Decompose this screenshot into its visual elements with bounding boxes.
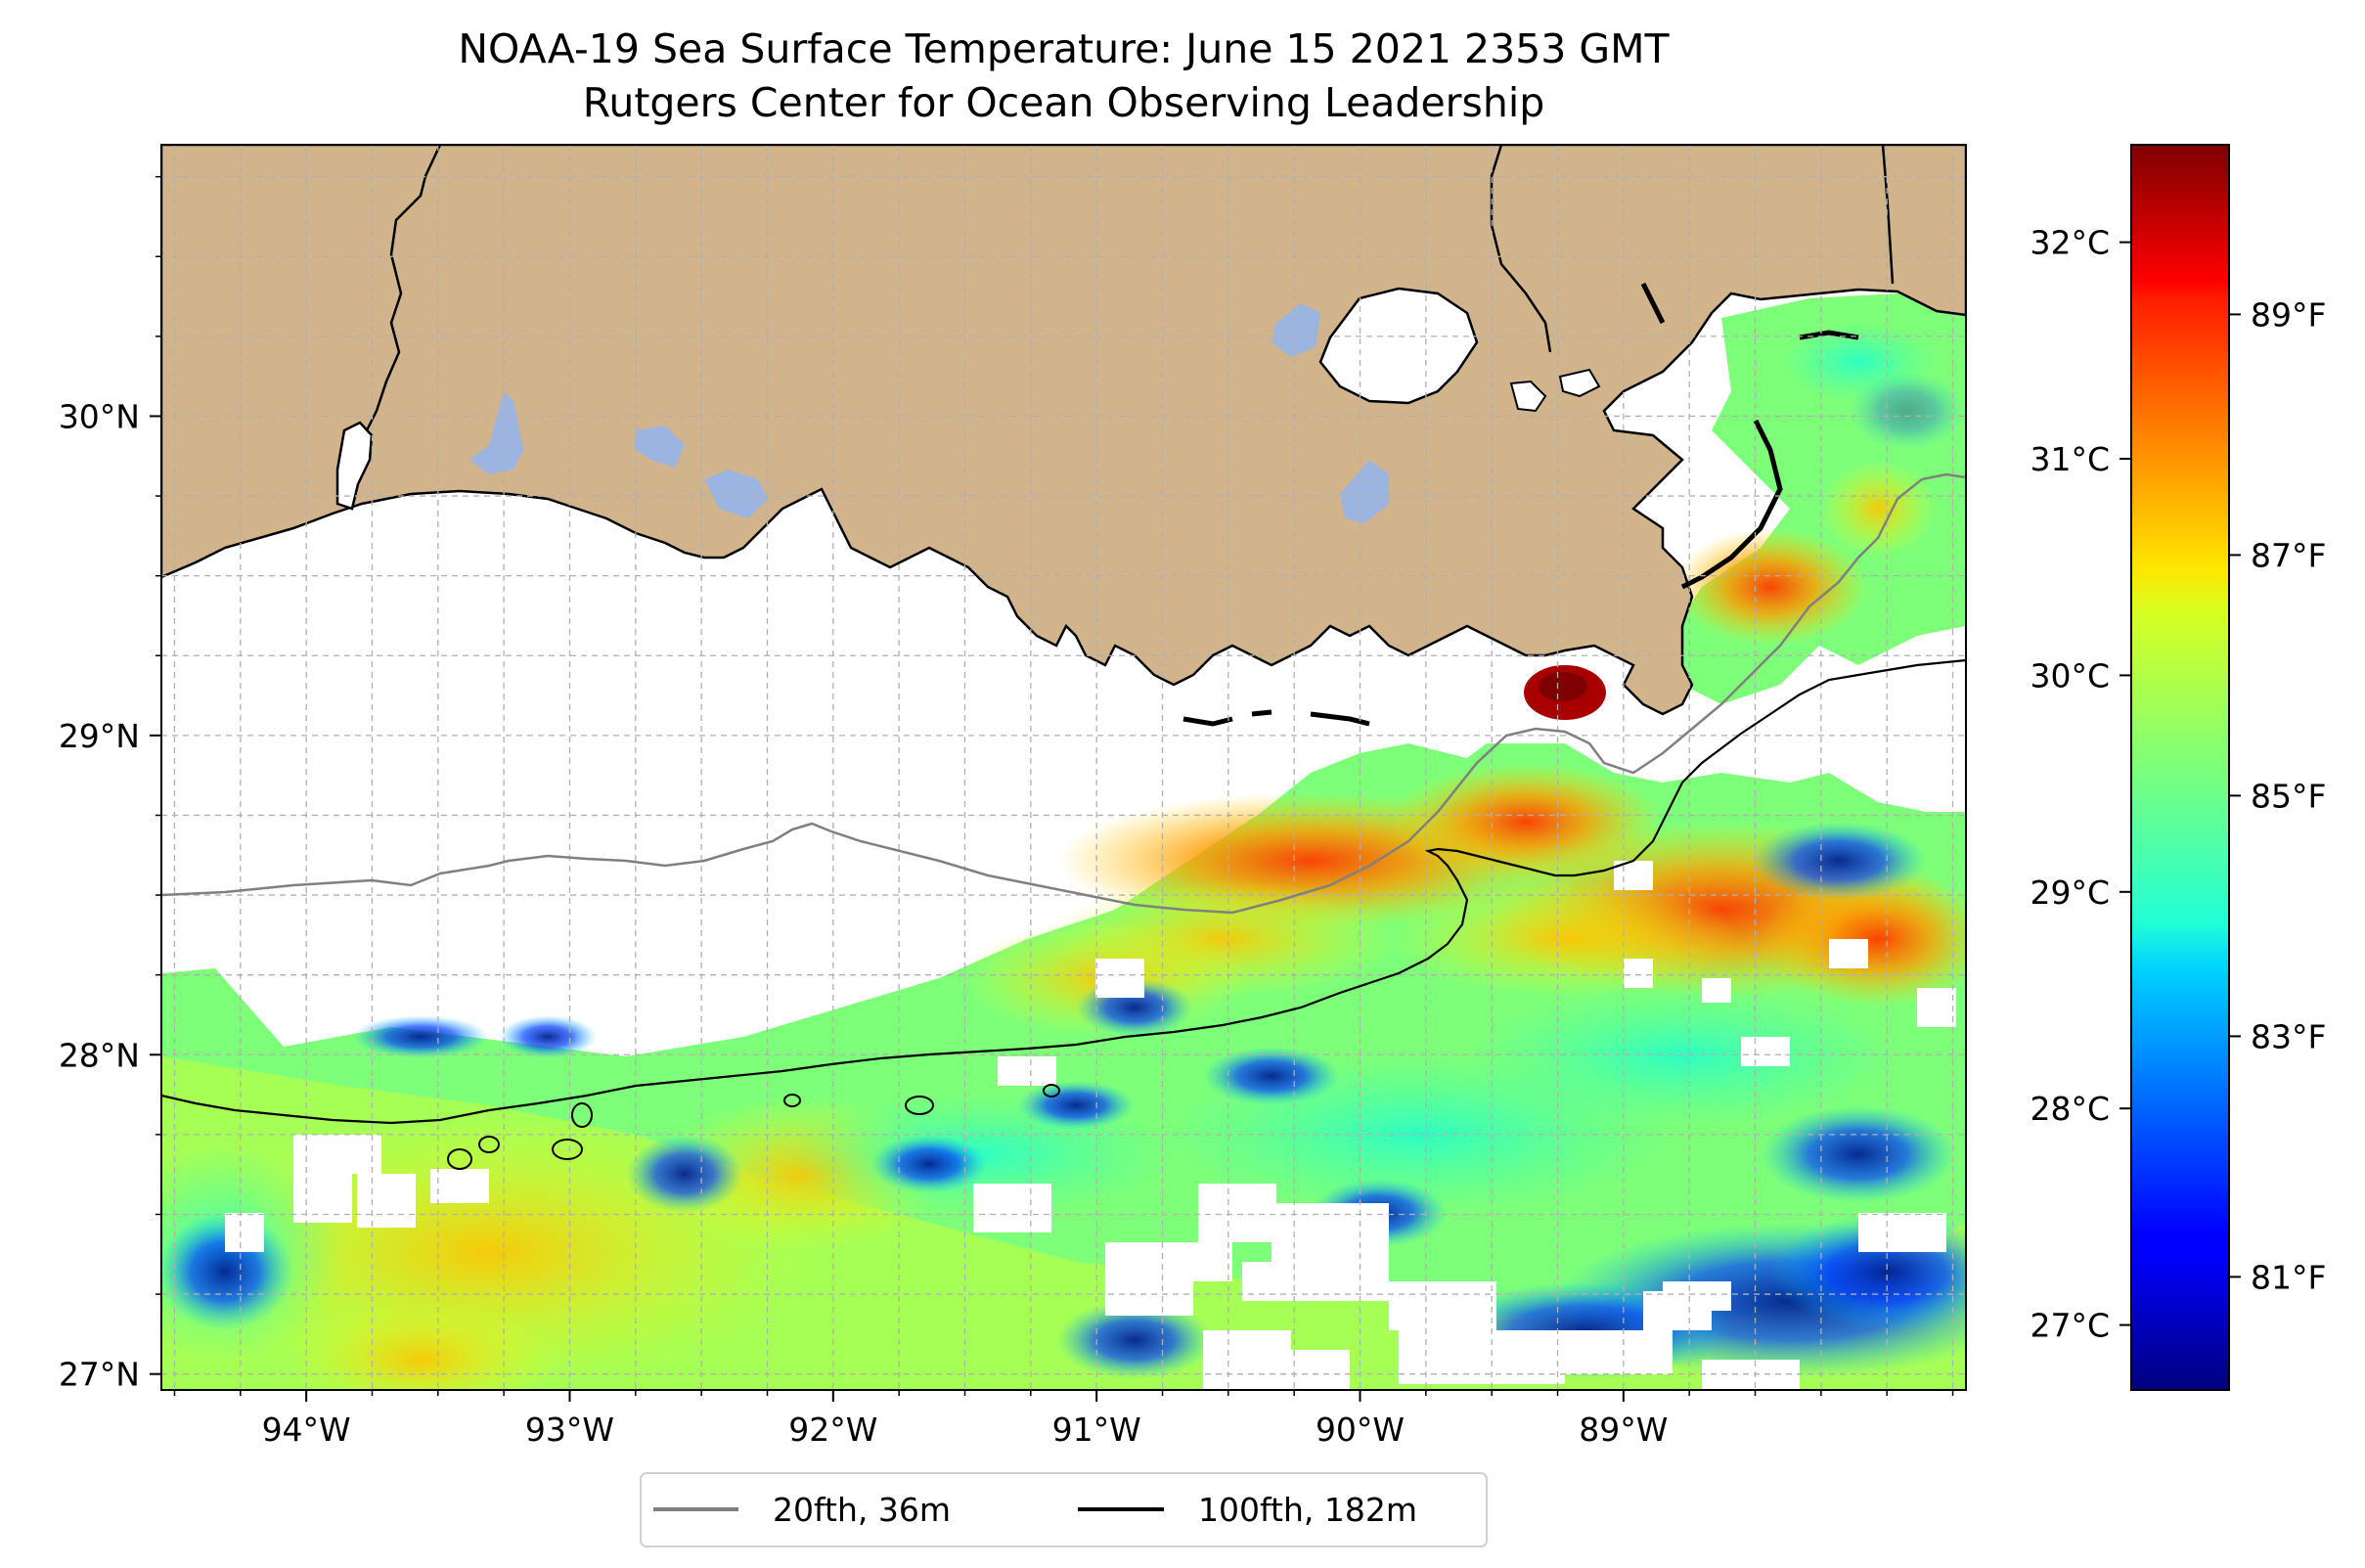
legend-box bbox=[640, 1472, 1488, 1547]
lat-tick-label: 30°N bbox=[59, 397, 140, 435]
legend-label-20fth: 20fth, 36m bbox=[773, 1491, 951, 1529]
legend: 20fth, 36m 100fth, 182m bbox=[640, 1472, 1488, 1547]
graticule bbox=[161, 145, 1966, 1390]
isobath-20fth-line bbox=[161, 472, 1966, 915]
fahrenheit-tick-label: 85°F bbox=[2251, 777, 2326, 815]
map-title: NOAA-19 Sea Surface Temperature: June 15… bbox=[458, 25, 1670, 72]
sabine-lake bbox=[335, 421, 374, 511]
celsius-tick-label: 29°C bbox=[2030, 874, 2110, 912]
colorbar-frame bbox=[2130, 144, 2230, 1391]
sst-field bbox=[161, 743, 1966, 1390]
isobath-100-banks bbox=[447, 1084, 1060, 1170]
lon-tick-label: 90°W bbox=[1316, 1411, 1405, 1449]
fahrenheit-tick-label: 87°F bbox=[2251, 536, 2326, 574]
celsius-tick-label: 28°C bbox=[2030, 1090, 2110, 1128]
fahrenheit-tick-label: 81°F bbox=[2251, 1258, 2326, 1296]
colorbar: 27°C 28°C 29°C 30°C 31°C 32°C 81°F 83°F 85°F 87°… bbox=[2030, 144, 2326, 1391]
lon-tick-label: 93°W bbox=[525, 1411, 614, 1449]
lon-tick-label: 94°W bbox=[262, 1411, 351, 1449]
longitude-axis: 94°W 93°W 92°W 91°W 90°W 89°W bbox=[173, 1390, 1954, 1449]
colorbar-celsius-ticks: 27°C 28°C 29°C 30°C 31°C 32°C bbox=[2030, 224, 2131, 1345]
lat-tick-label: 29°N bbox=[59, 717, 140, 755]
inland-lakes bbox=[469, 303, 1389, 523]
legend-label-100fth: 100fth, 182m bbox=[1198, 1491, 1417, 1529]
celsius-tick-label: 31°C bbox=[2030, 440, 2110, 478]
lon-tick-label: 89°W bbox=[1579, 1411, 1668, 1449]
map-area bbox=[161, 145, 1966, 1390]
lat-tick-label: 28°N bbox=[59, 1036, 140, 1074]
lon-tick-label: 91°W bbox=[1052, 1411, 1141, 1449]
fahrenheit-tick-label: 83°F bbox=[2251, 1017, 2326, 1055]
map-subtitle: Rutgers Center for Ocean Observing Leade… bbox=[582, 79, 1545, 126]
state-boundaries bbox=[365, 145, 1895, 431]
latitude-axis: 27°N 28°N 29°N 30°N bbox=[59, 175, 161, 1394]
barrier-islands bbox=[1182, 282, 1859, 727]
colorbar-fahrenheit-ticks: 81°F 83°F 85°F 87°F 89°F bbox=[2229, 295, 2326, 1296]
colorbar-gradient bbox=[2131, 145, 2229, 1390]
lat-tick-label: 27°N bbox=[59, 1356, 140, 1394]
isobath-100fth-line bbox=[161, 658, 1966, 1125]
celsius-tick-label: 32°C bbox=[2030, 224, 2110, 262]
celsius-tick-label: 27°C bbox=[2030, 1307, 2110, 1345]
fahrenheit-tick-label: 89°F bbox=[2251, 295, 2326, 334]
sst-field-northeast bbox=[1663, 293, 1966, 704]
celsius-tick-label: 30°C bbox=[2030, 656, 2110, 694]
map-frame bbox=[160, 144, 1967, 1391]
lon-tick-label: 92°W bbox=[788, 1411, 877, 1449]
